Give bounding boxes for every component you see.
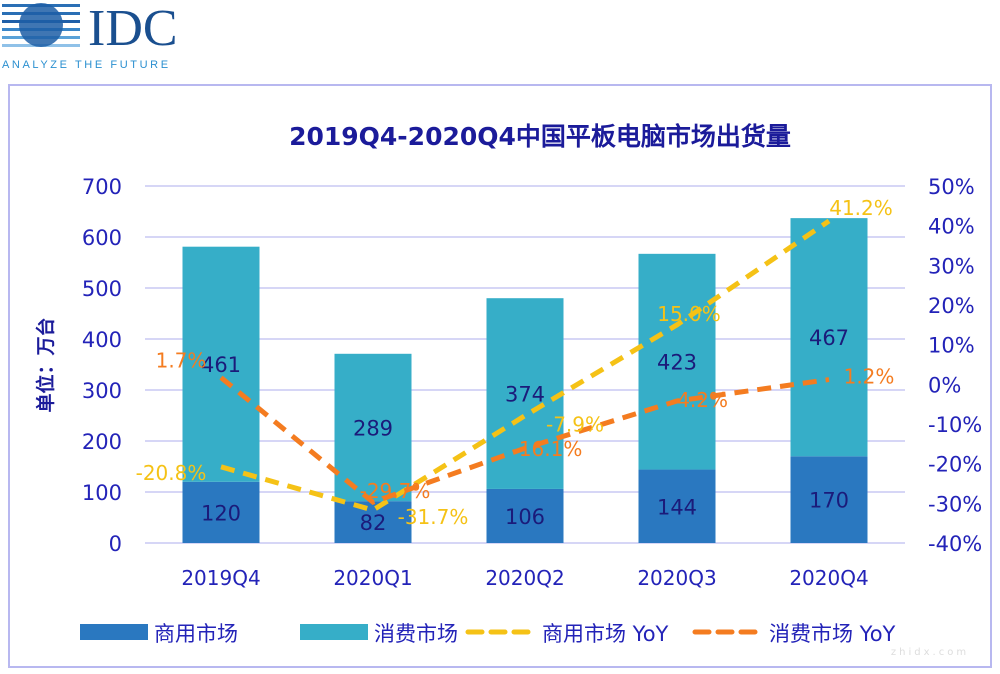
y2-tick-label: 0% (928, 373, 961, 397)
bar-commercial (790, 456, 868, 543)
data-label-yoy: 15.0% (657, 302, 721, 326)
bar-consumer (182, 246, 260, 482)
y2-tick-label: 20% (928, 294, 975, 318)
data-label-consumer: 289 (353, 416, 393, 440)
data-label-yoy: -20.8% (136, 461, 207, 485)
y2-tick-label: -20% (928, 453, 982, 477)
chart-frame (8, 84, 992, 668)
y2-tick-label: 40% (928, 215, 975, 239)
legend-swatch (300, 624, 368, 640)
bar-consumer (638, 253, 716, 470)
data-label-consumer: 461 (201, 353, 241, 377)
data-label-yoy: 1.7% (156, 349, 207, 373)
y-tick-label: 200 (82, 430, 122, 454)
y-tick-label: 0 (109, 532, 122, 556)
line-consumer-yoy (219, 375, 830, 505)
legend-label: 商用市场 YoY (542, 622, 669, 646)
legend-label: 商用市场 (154, 622, 238, 646)
x-tick-label: 2020Q2 (485, 566, 564, 590)
data-label-yoy: -16.1% (512, 437, 583, 461)
legend-label: 消费市场 YoY (769, 622, 896, 646)
x-tick-label: 2020Q3 (637, 566, 716, 590)
y2-tick-label: 50% (928, 175, 975, 199)
bar-commercial (334, 501, 412, 543)
bar-commercial (638, 469, 716, 543)
y2-tick-label: 30% (928, 254, 975, 278)
bar-consumer (334, 353, 412, 502)
data-label-yoy: -31.7% (398, 505, 469, 529)
data-label-commercial: 170 (809, 489, 849, 513)
bar-commercial (486, 488, 564, 543)
y-tick-label: 300 (82, 379, 122, 403)
svg-text:IDC: IDC (88, 0, 178, 57)
y-axis-label: 单位：万台 (34, 317, 57, 412)
legend-swatch (80, 624, 148, 640)
y-tick-label: 100 (82, 481, 122, 505)
svg-text:ANALYZE THE FUTURE: ANALYZE THE FUTURE (2, 59, 171, 71)
data-label-yoy: 1.2% (844, 365, 895, 389)
data-label-commercial: 82 (360, 511, 387, 535)
data-label-commercial: 144 (657, 495, 697, 519)
y-tick-label: 500 (82, 277, 122, 301)
line-commercial-yoy (220, 218, 831, 513)
y-tick-label: 400 (82, 328, 122, 352)
y2-tick-label: -40% (928, 532, 982, 556)
data-label-commercial: 120 (201, 501, 241, 525)
data-label-commercial: 106 (505, 505, 545, 529)
y2-tick-label: -30% (928, 492, 982, 516)
x-tick-label: 2019Q4 (181, 566, 260, 590)
bar-consumer (790, 218, 868, 457)
bar-commercial (182, 481, 260, 543)
x-tick-label: 2020Q4 (789, 566, 868, 590)
legend-label: 消费市场 (374, 622, 458, 646)
data-label-yoy: -29.7% (360, 479, 431, 503)
data-label-consumer: 374 (505, 383, 545, 407)
y2-tick-label: 10% (928, 334, 975, 358)
y2-tick-label: -10% (928, 413, 982, 437)
y-tick-label: 700 (82, 175, 122, 199)
chart-title: 2019Q4-2020Q4中国平板电脑市场出货量 (289, 122, 791, 151)
y-tick-label: 600 (82, 226, 122, 250)
watermark: zhidx.com (891, 647, 969, 658)
data-label-yoy: 41.2% (829, 196, 893, 220)
data-label-yoy: -7.9% (546, 413, 604, 437)
data-label-consumer: 467 (809, 326, 849, 350)
x-tick-label: 2020Q1 (333, 566, 412, 590)
data-label-consumer: 423 (657, 351, 697, 375)
idc-logo: IDC ANALYZE THE FUTURE (0, 0, 220, 75)
data-label-yoy: -4.2% (670, 388, 728, 412)
